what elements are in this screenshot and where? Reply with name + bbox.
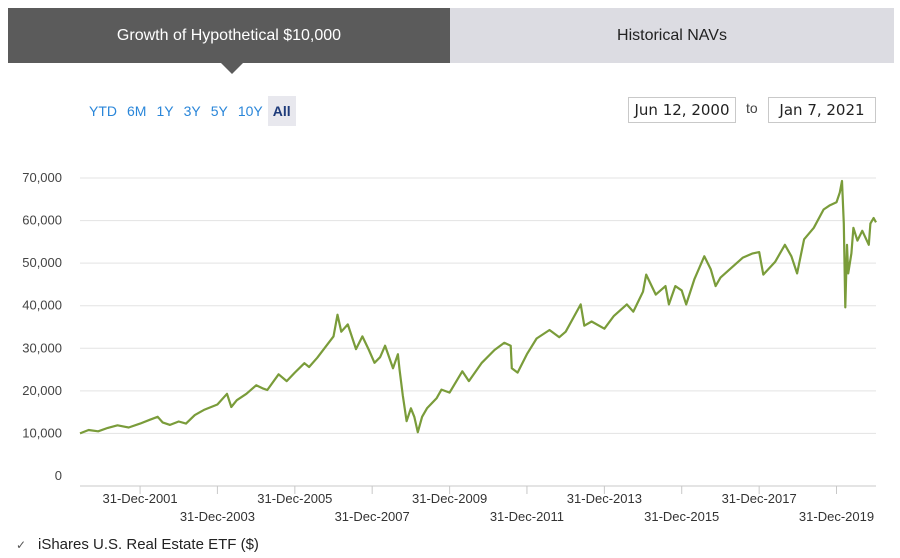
x-tick-label: 31-Dec-2011 bbox=[490, 509, 564, 524]
range-10y-button[interactable]: 10Y bbox=[237, 103, 263, 119]
date-to-input[interactable]: Jan 7, 2021 bbox=[768, 97, 876, 123]
x-tick-label: 31-Dec-2019 bbox=[799, 509, 874, 524]
range-selector: YTD 6M 1Y 3Y 5Y 10Y All bbox=[84, 96, 296, 126]
active-tab-pointer bbox=[221, 63, 243, 74]
x-tick-label: 31-Dec-2003 bbox=[180, 509, 255, 524]
x-tick-label: 31-Dec-2007 bbox=[335, 509, 410, 524]
x-tick-label: 31-Dec-2015 bbox=[644, 509, 719, 524]
legend: ✓ iShares U.S. Real Estate ETF ($) bbox=[14, 536, 259, 553]
legend-checkbox[interactable]: ✓ bbox=[15, 537, 27, 552]
x-tick-label: 31-Dec-2005 bbox=[257, 491, 332, 506]
y-tick-label: 50,000 bbox=[22, 255, 62, 270]
series-line bbox=[79, 179, 877, 435]
range-all-button[interactable]: All bbox=[267, 96, 296, 126]
y-tick-label: 0 bbox=[55, 468, 62, 483]
x-tick-label: 31-Dec-2009 bbox=[412, 491, 487, 506]
range-ytd-button[interactable]: YTD bbox=[89, 103, 117, 119]
x-tick-label: 31-Dec-2017 bbox=[722, 491, 797, 506]
range-5y-button[interactable]: 5Y bbox=[210, 103, 228, 119]
range-3y-button[interactable]: 3Y bbox=[183, 103, 201, 119]
chart-tabs: Growth of Hypothetical $10,000 Historica… bbox=[8, 8, 894, 74]
y-tick-label: 60,000 bbox=[22, 213, 62, 228]
y-tick-label: 70,000 bbox=[22, 170, 62, 185]
legend-series-label: iShares U.S. Real Estate ETF ($) bbox=[38, 536, 259, 553]
tab-historical-label: Historical NAVs bbox=[617, 26, 727, 44]
y-tick-label: 40,000 bbox=[22, 298, 62, 313]
y-tick-label: 20,000 bbox=[22, 383, 62, 398]
range-6m-button[interactable]: 6M bbox=[127, 103, 147, 119]
tab-growth-of-10000[interactable]: Growth of Hypothetical $10,000 bbox=[8, 8, 450, 74]
y-tick-label: 10,000 bbox=[22, 425, 62, 440]
date-from-input[interactable]: Jun 12, 2000 bbox=[628, 97, 736, 123]
y-tick-label: 30,000 bbox=[22, 340, 62, 355]
growth-line-chart: 0 10,000 20,000 30,000 40,000 50,000 60,000 70,… bbox=[22, 170, 877, 524]
range-1y-button[interactable]: 1Y bbox=[156, 103, 174, 119]
x-tick-label: 31-Dec-2001 bbox=[102, 491, 177, 506]
tab-growth-label: Growth of Hypothetical $10,000 bbox=[116, 26, 342, 44]
tab-historical-navs[interactable]: Historical NAVs bbox=[450, 8, 894, 63]
date-range-separator: to bbox=[746, 100, 758, 116]
x-tick-label: 31-Dec-2013 bbox=[567, 491, 642, 506]
